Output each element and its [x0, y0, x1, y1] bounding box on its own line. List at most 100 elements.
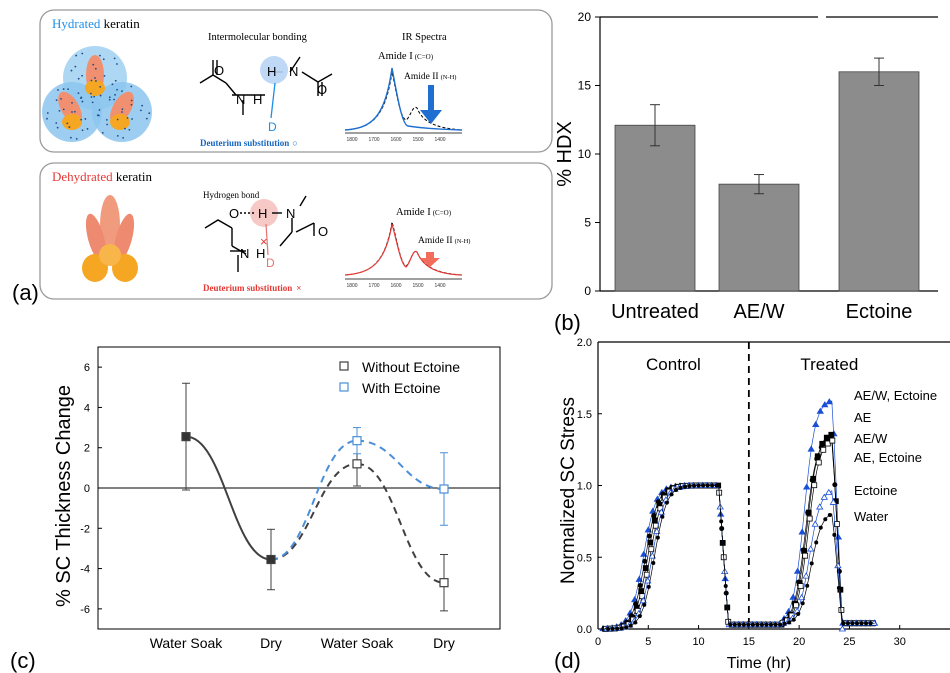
water-dot — [55, 122, 58, 124]
water-dot — [68, 126, 71, 128]
data-point — [723, 583, 728, 588]
arrow-down-icon — [420, 252, 440, 267]
amide-2-label: Amide II (N-H) — [404, 72, 456, 82]
y-tick-label: -6 — [80, 604, 90, 616]
y-tick-label: 0 — [584, 284, 591, 298]
data-point — [812, 420, 820, 428]
water-dot — [62, 88, 65, 90]
atom-h-highlight: H — [258, 206, 267, 221]
atom-n-right: N — [286, 206, 295, 221]
data-point — [664, 500, 669, 505]
spectrum-tick-label: 1600 — [390, 283, 401, 289]
data-point — [615, 626, 620, 631]
data-point — [644, 526, 652, 533]
data-point — [802, 552, 809, 559]
spectrum-tick-label: 1800 — [346, 283, 357, 289]
dehydrated-spectrum: 1800 1700 1600 1500 1400 — [344, 221, 463, 289]
dehydrated-title: Dehydrated keratin — [52, 169, 152, 184]
data-point — [789, 593, 797, 600]
water-dot — [131, 118, 133, 120]
data-point — [764, 622, 769, 627]
water-dot — [113, 57, 116, 60]
data-point — [439, 484, 449, 494]
panel-d-stress-chart: 0.0 0.5 1.0 1.5 2.0 0 5 10 15 20 25 30 Time (hr) Norm… — [554, 337, 950, 673]
data-point — [821, 401, 829, 408]
x-axis-title: Time (hr) — [727, 655, 791, 672]
water-dot — [114, 79, 117, 82]
data-point — [820, 446, 827, 453]
data-point — [816, 503, 824, 510]
data-point — [352, 459, 362, 469]
data-point — [841, 621, 846, 626]
water-dot — [121, 111, 123, 113]
water-dot — [80, 96, 83, 99]
data-point — [833, 521, 840, 527]
water-dot — [67, 88, 69, 91]
water-dot — [130, 85, 133, 88]
data-point — [816, 407, 824, 414]
atom-o-right: O — [317, 82, 327, 97]
data-point — [797, 593, 806, 601]
hbond-title: Hydrogen bond — [203, 190, 260, 200]
series-label: Water — [854, 509, 889, 524]
hydrated-word: Hydrated — [52, 16, 101, 31]
data-point — [787, 620, 792, 625]
water-dot — [69, 136, 72, 139]
data-point — [782, 621, 787, 626]
data-point — [651, 513, 657, 519]
water-dot — [130, 99, 133, 102]
water-dot — [148, 112, 151, 115]
deuterium-note: Deuterium substitution ○ — [200, 138, 298, 148]
data-point — [778, 622, 783, 627]
x-tick-label: AE/W — [733, 301, 784, 323]
data-point — [796, 612, 801, 617]
atom-o-right: O — [318, 224, 328, 239]
data-point — [633, 620, 638, 625]
dehydrated-keratin-illustration — [82, 195, 138, 282]
data-point — [827, 512, 832, 517]
x-tick-label: Water Soak — [321, 635, 395, 651]
data-point — [823, 517, 828, 522]
hydrated-title: Hydrated keratin — [52, 16, 140, 31]
data-point — [750, 622, 755, 627]
water-dot — [71, 101, 73, 104]
hydrated-keratin-illustration — [42, 46, 152, 142]
data-point — [811, 520, 819, 527]
series-label: AE/W — [854, 431, 888, 446]
data-point — [640, 550, 648, 557]
spectrum-tick-label: 1800 — [346, 137, 357, 143]
atom-h: H — [256, 246, 265, 261]
legend-marker — [339, 382, 349, 392]
water-dot — [116, 118, 119, 121]
water-dot — [71, 111, 73, 113]
water-dot — [101, 132, 104, 134]
x-tick-label: Untreated — [611, 301, 699, 323]
atom-h: H — [253, 92, 262, 107]
data-point — [610, 626, 615, 631]
data-point — [628, 623, 633, 628]
water-dot — [98, 109, 101, 111]
keratin-word: keratin — [113, 169, 153, 184]
data-point — [870, 619, 878, 626]
water-dot — [62, 108, 65, 111]
data-point — [809, 561, 814, 566]
data-point — [637, 614, 642, 619]
spectrum-tick-label: 1400 — [434, 283, 445, 289]
hydrated-box — [39, 9, 553, 153]
data-point — [814, 540, 819, 545]
data-point — [793, 602, 800, 609]
data-point — [655, 535, 660, 540]
water-dot — [130, 103, 133, 106]
spectra-title: IR Spectra — [402, 32, 447, 43]
water-dot — [81, 52, 84, 55]
data-point — [806, 515, 813, 522]
water-dot — [66, 122, 69, 125]
data-point — [624, 625, 629, 630]
x-tick-label: Water Soak — [150, 635, 224, 651]
data-point — [639, 597, 647, 604]
water-dot — [75, 54, 78, 57]
data-point — [649, 507, 657, 514]
data-point — [755, 622, 760, 627]
y-tick-label: 6 — [84, 362, 90, 374]
data-point — [802, 572, 810, 579]
